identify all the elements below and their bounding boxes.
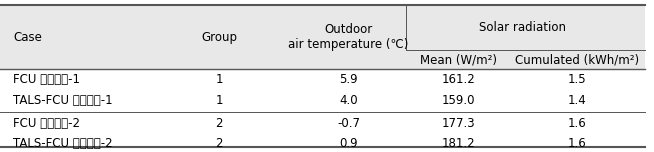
Text: TALS-FCU 병용운전-2: TALS-FCU 병용운전-2 [13,137,112,150]
Text: 1.6: 1.6 [568,117,587,130]
Text: 1.6: 1.6 [568,137,587,150]
Text: 181.2: 181.2 [441,137,475,150]
Text: FCU 단독운전-1: FCU 단독운전-1 [13,73,80,86]
Text: 1.5: 1.5 [568,73,587,86]
Text: 1: 1 [216,73,223,86]
Text: 5.9: 5.9 [339,73,358,86]
Text: Case: Case [13,31,42,43]
Text: Group: Group [201,31,237,43]
Text: -0.7: -0.7 [337,117,360,130]
Text: 159.0: 159.0 [441,94,475,107]
Text: Outdoor
air temperature (℃): Outdoor air temperature (℃) [288,23,409,51]
Text: 0.9: 0.9 [339,137,358,150]
Text: 2: 2 [216,117,223,130]
Text: FCU 단독운전-2: FCU 단독운전-2 [13,117,80,130]
Text: Solar radiation: Solar radiation [479,21,566,34]
Text: 1.4: 1.4 [568,94,587,107]
Text: 1: 1 [216,94,223,107]
Text: 2: 2 [216,137,223,150]
Text: 161.2: 161.2 [441,73,475,86]
Text: 4.0: 4.0 [339,94,358,107]
Text: Mean (W/m²): Mean (W/m²) [420,53,496,66]
Text: 177.3: 177.3 [441,117,475,130]
Text: Cumulated (kWh/m²): Cumulated (kWh/m²) [515,53,640,66]
Bar [0,5,645,69]
Text: TALS-FCU 병용운전-1: TALS-FCU 병용운전-1 [13,94,112,107]
